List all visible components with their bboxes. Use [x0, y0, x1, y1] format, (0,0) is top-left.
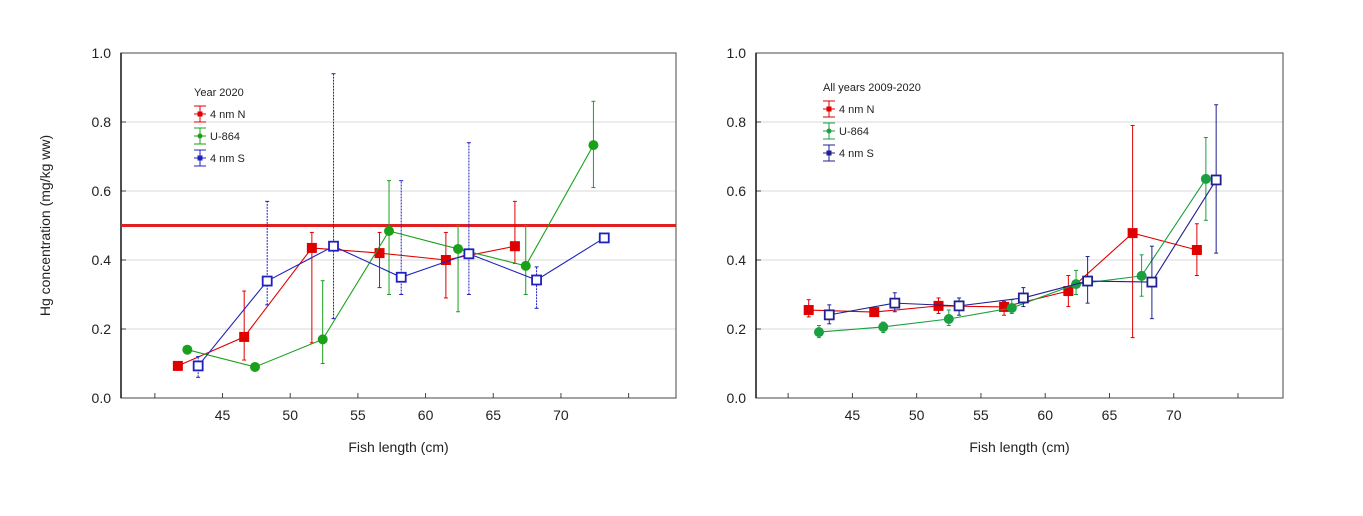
- y-tick-label: 0.6: [727, 183, 747, 199]
- data-point: [440, 255, 451, 265]
- x-tick-label: 70: [553, 407, 569, 423]
- y-tick-label: 0.4: [92, 252, 112, 268]
- legend-marker: [826, 106, 832, 112]
- y-tick-label: 0.8: [727, 114, 747, 130]
- legend-marker: [197, 133, 203, 139]
- data-point: [453, 243, 464, 254]
- y-axis-label: Hg concentration (mg/kg ww): [37, 135, 53, 316]
- legend-label: 4 nm S: [210, 153, 245, 165]
- legend-label: U-864: [839, 126, 869, 138]
- data-point: [943, 313, 954, 324]
- data-point: [813, 327, 824, 338]
- data-point: [192, 360, 204, 372]
- data-point: [395, 271, 407, 283]
- legend-marker: [197, 111, 203, 117]
- plot-frame: [755, 52, 1284, 399]
- legend-title: Year 2020: [194, 87, 244, 99]
- data-point: [182, 344, 193, 355]
- legend-label: 4 nm N: [839, 104, 875, 116]
- data-point: [374, 248, 385, 259]
- y-tick-label: 0.6: [92, 183, 112, 199]
- data-point: [1017, 292, 1029, 304]
- data-point: [1063, 286, 1074, 297]
- data-point: [953, 300, 965, 312]
- data-point: [317, 334, 328, 345]
- data-point: [1136, 270, 1147, 281]
- x-tick-label: 65: [1102, 407, 1118, 423]
- data-point: [1127, 228, 1138, 239]
- y-tick-label: 0.2: [92, 321, 112, 337]
- data-point: [933, 300, 944, 311]
- data-point: [999, 301, 1010, 312]
- x-tick-label: 60: [1037, 407, 1053, 423]
- legend-label: 4 nm N: [210, 109, 246, 121]
- x-tick-label: 45: [215, 407, 231, 423]
- data-point: [509, 241, 520, 252]
- data-point: [1210, 174, 1222, 186]
- data-point: [588, 140, 599, 151]
- series-u-864: [182, 100, 599, 372]
- data-point: [1146, 276, 1158, 288]
- x-tick-label: 70: [1166, 407, 1182, 423]
- x-axis-label: Fish length (cm): [348, 439, 448, 455]
- series-4-nm-s: [192, 73, 610, 378]
- x-tick-label: 50: [909, 407, 925, 423]
- data-point: [261, 275, 273, 287]
- chart-panel-1: 0.0 0.2 0.4 0.6 0.8 1.0 45 50 55 60 65 70 Fish lengt…: [37, 45, 677, 455]
- y-tick-label: 1.0: [727, 45, 747, 61]
- data-point: [823, 309, 835, 321]
- series-4-nm-s: [823, 104, 1222, 325]
- data-point: [328, 240, 339, 252]
- x-tick-label: 60: [418, 407, 434, 423]
- series-u-864: [813, 137, 1211, 339]
- legend-marker: [197, 155, 203, 161]
- x-tick-label: 45: [845, 407, 861, 423]
- data-point: [1200, 173, 1211, 184]
- x-tick-label: 55: [350, 407, 366, 423]
- y-tick-label: 0.8: [92, 114, 112, 130]
- x-tick-label: 50: [282, 407, 298, 423]
- chart-panel-2: 0.0 0.2 0.4 0.6 0.8 1.0 45 50 55 60 65 70 Fish lengt…: [727, 45, 1284, 455]
- data-point: [520, 260, 531, 271]
- series-4-nm-n: [172, 200, 520, 371]
- x-tick-label: 55: [973, 407, 989, 423]
- x-axis-label: Fish length (cm): [969, 439, 1069, 455]
- series-line: [177, 245, 516, 367]
- legend-marker: [826, 128, 832, 134]
- x-tick-label: 65: [485, 407, 501, 423]
- data-point: [172, 360, 183, 371]
- data-point: [889, 297, 901, 309]
- data-point: [1006, 302, 1017, 313]
- data-point: [306, 242, 317, 253]
- y-tick-label: 0.2: [727, 321, 747, 337]
- data-point: [598, 232, 610, 244]
- legend-marker: [826, 150, 832, 156]
- data-point: [869, 307, 880, 318]
- legend-title: All years 2009-2020: [823, 82, 921, 94]
- y-tick-label: 0.0: [727, 390, 747, 406]
- legend-label: U-864: [210, 131, 240, 143]
- data-point: [803, 305, 814, 316]
- data-point: [878, 321, 889, 332]
- y-tick-label: 0.0: [92, 390, 112, 406]
- data-point: [463, 248, 475, 260]
- data-point: [250, 361, 261, 372]
- y-tick-label: 0.4: [727, 252, 747, 268]
- series-4-nm-n: [803, 124, 1202, 339]
- data-point: [239, 331, 250, 342]
- data-point: [1082, 275, 1094, 287]
- data-point: [531, 274, 542, 286]
- data-point: [384, 226, 395, 237]
- y-tick-label: 1.0: [92, 45, 112, 61]
- legend-label: 4 nm S: [839, 148, 874, 160]
- data-point: [1191, 244, 1202, 255]
